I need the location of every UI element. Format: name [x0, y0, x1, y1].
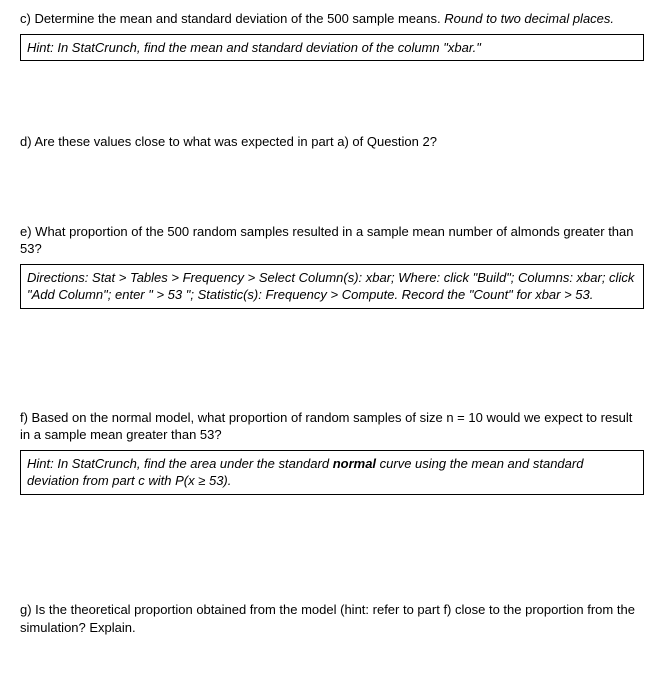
question-e-hint-box: Directions: Stat > Tables > Frequency > … — [20, 264, 644, 309]
question-f-prompt: f) Based on the normal model, what propo… — [20, 409, 644, 444]
question-c-prompt: c) Determine the mean and standard devia… — [20, 10, 644, 28]
question-c-hint: Hint: In StatCrunch, find the mean and s… — [27, 40, 481, 55]
question-e-prompt: e) What proportion of the 500 random sam… — [20, 223, 644, 258]
question-g-prompt: g) Is the theoretical proportion obtaine… — [20, 601, 644, 636]
question-g: g) Is the theoretical proportion obtaine… — [20, 601, 644, 636]
question-c-text: c) Determine the mean and standard devia… — [20, 11, 444, 26]
question-e: e) What proportion of the 500 random sam… — [20, 223, 644, 309]
question-c-hint-box: Hint: In StatCrunch, find the mean and s… — [20, 34, 644, 62]
question-f-hint-box: Hint: In StatCrunch, find the area under… — [20, 450, 644, 495]
question-d-prompt: d) Are these values close to what was ex… — [20, 133, 644, 151]
question-c: c) Determine the mean and standard devia… — [20, 10, 644, 61]
question-d: d) Are these values close to what was ex… — [20, 133, 644, 151]
question-f: f) Based on the normal model, what propo… — [20, 409, 644, 495]
question-f-hint-pre: Hint: In StatCrunch, find the area under… — [27, 456, 333, 471]
question-e-hint: Directions: Stat > Tables > Frequency > … — [27, 270, 634, 303]
question-f-hint-bold: normal — [333, 456, 376, 471]
question-c-italic: Round to two decimal places. — [444, 11, 614, 26]
